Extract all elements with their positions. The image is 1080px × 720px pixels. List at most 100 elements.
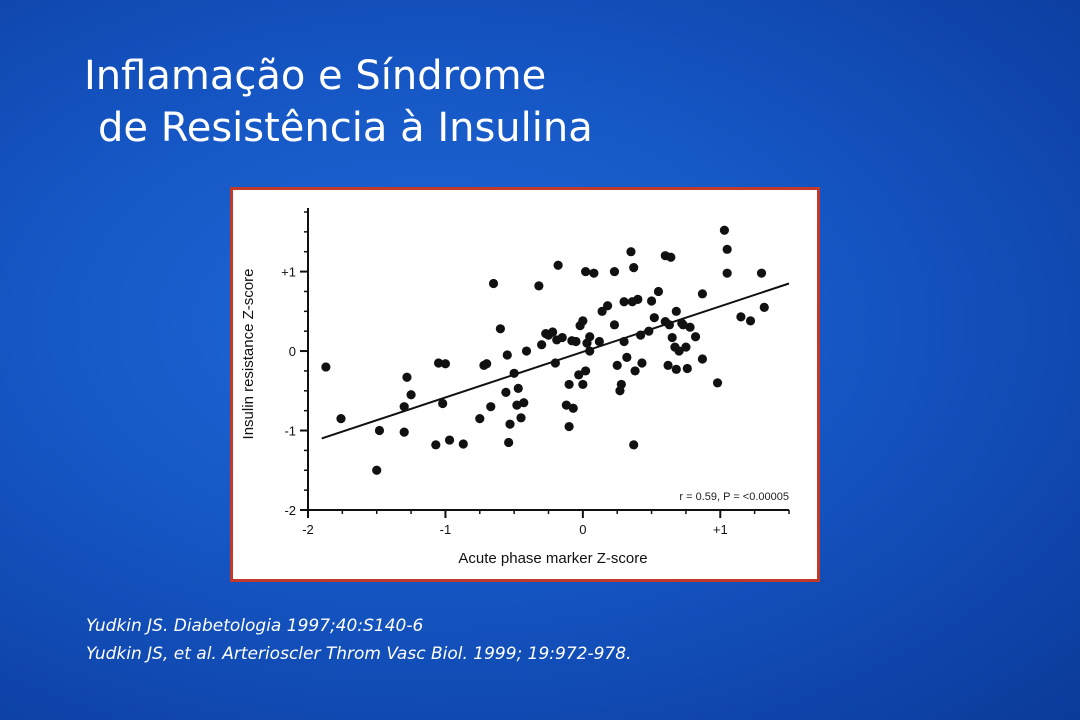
data-point — [553, 260, 563, 270]
data-point — [519, 398, 529, 408]
data-point — [671, 364, 681, 374]
reference-2: Yudkin JS, et al. Arterioscler Throm Vas… — [86, 644, 632, 664]
slide-title-line-1: Inflamação e Síndrome — [84, 53, 547, 99]
data-point — [550, 358, 560, 368]
data-point — [516, 413, 526, 423]
data-point — [667, 332, 677, 343]
data-point — [502, 350, 512, 360]
data-point — [585, 346, 595, 356]
data-point — [630, 366, 640, 376]
x-tick-label: -2 — [302, 522, 314, 537]
chart-annotation: r = 0.59, P = <0.00005 — [679, 491, 789, 503]
data-point — [399, 427, 409, 437]
data-point — [433, 358, 444, 368]
data-point — [653, 286, 664, 297]
data-point — [759, 302, 769, 312]
data-point — [629, 263, 639, 273]
data-point — [402, 372, 412, 382]
data-point — [697, 289, 708, 299]
data-point — [609, 266, 620, 277]
data-point — [616, 379, 626, 390]
data-point — [663, 360, 673, 370]
data-point — [619, 336, 629, 347]
y-tick-label: -2 — [284, 503, 296, 518]
y-axis-label: Insulin resistance Z-score — [240, 269, 257, 440]
data-point — [756, 268, 767, 278]
data-point — [568, 403, 578, 413]
data-point — [736, 312, 746, 322]
data-point — [495, 324, 505, 334]
y-tick-label: -1 — [284, 424, 296, 439]
data-point — [712, 378, 723, 388]
data-point — [578, 379, 588, 390]
data-point — [612, 360, 622, 370]
data-point — [589, 268, 599, 278]
data-point — [372, 465, 382, 475]
slide-title: Inflamação e Síndrome de Resistência à I… — [84, 50, 593, 154]
data-point — [475, 414, 485, 424]
data-point — [581, 266, 591, 277]
data-point — [438, 398, 448, 409]
data-point — [336, 414, 346, 424]
data-point — [637, 358, 647, 368]
references: Yudkin JS. Diabetologia 1997;40:S140-6 Y… — [86, 612, 631, 668]
reference-1: Yudkin JS. Diabetologia 1997;40:S140-6 — [86, 616, 424, 636]
x-tick-label: 0 — [579, 522, 586, 537]
data-point — [609, 320, 620, 330]
data-point — [664, 320, 675, 330]
data-point — [578, 316, 588, 326]
slide-title-line-2: de Resistência à Insulina — [98, 105, 593, 151]
y-tick-label: 0 — [289, 344, 296, 359]
data-point — [745, 316, 756, 326]
data-point — [486, 402, 496, 412]
data-point — [557, 332, 567, 343]
x-tick-label: +1 — [713, 522, 728, 537]
x-axis-label: Acute phase marker Z-score — [458, 550, 647, 567]
data-point — [581, 366, 591, 376]
data-point — [482, 359, 492, 369]
data-point — [671, 306, 681, 316]
x-tick-label: -1 — [440, 522, 452, 537]
data-point — [685, 322, 695, 332]
data-point — [488, 278, 499, 289]
data-point — [574, 370, 584, 380]
data-point — [374, 425, 385, 436]
data-point — [594, 336, 604, 347]
data-point — [674, 346, 684, 356]
data-point — [509, 368, 519, 378]
data-point — [697, 354, 708, 364]
data-point — [431, 440, 441, 450]
data-point — [666, 252, 676, 262]
data-point — [649, 313, 659, 323]
data-point — [564, 379, 574, 390]
data-point — [690, 332, 701, 342]
data-point — [513, 383, 523, 394]
data-point — [521, 346, 532, 356]
data-point — [534, 281, 544, 291]
data-point — [585, 332, 595, 342]
data-point — [646, 296, 657, 306]
data-point — [633, 294, 643, 304]
data-point — [548, 327, 558, 337]
data-point — [682, 363, 692, 374]
data-point — [629, 440, 639, 450]
data-points — [321, 225, 769, 475]
data-point — [681, 342, 691, 352]
data-point — [619, 297, 629, 307]
data-point — [444, 435, 455, 445]
data-point — [644, 326, 654, 336]
data-point — [505, 419, 515, 429]
data-point — [564, 421, 574, 432]
data-point — [504, 437, 514, 448]
data-point — [321, 362, 331, 372]
data-point — [719, 225, 730, 235]
chart-figure: -2 -1 0 +1 -2 -1 0 +1 r = 0.59, P = <0.00005 Ac… — [230, 187, 820, 582]
data-point — [722, 244, 732, 254]
data-point — [622, 352, 632, 363]
data-point — [458, 439, 468, 449]
data-point — [440, 359, 451, 369]
y-tick-label: +1 — [281, 265, 296, 280]
data-point — [537, 340, 547, 350]
data-point — [722, 268, 732, 278]
data-point — [561, 400, 571, 410]
